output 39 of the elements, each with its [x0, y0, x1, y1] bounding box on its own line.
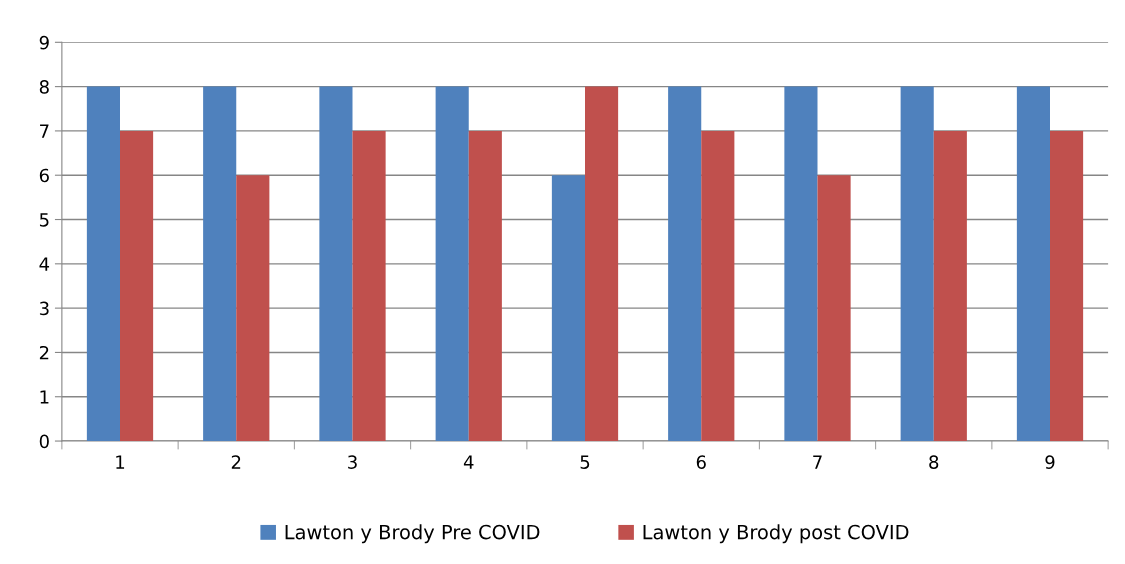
bar: [701, 130, 735, 442]
bar: [668, 86, 702, 442]
y-tick-label: 2: [39, 345, 49, 360]
bar: [551, 175, 585, 442]
x-tick-label: 8: [929, 455, 939, 469]
bar: [933, 130, 967, 442]
bar: [352, 130, 386, 442]
bar: [784, 86, 818, 442]
bar: [900, 86, 934, 442]
y-tick-label: 7: [40, 124, 49, 138]
y-tick-label: 3: [39, 301, 49, 316]
x-tick-label: 5: [580, 455, 590, 469]
x-tick-label: 2: [231, 455, 241, 469]
x-tick-label: 6: [696, 455, 706, 469]
y-tick-label: 4: [39, 257, 50, 271]
bar: [1016, 86, 1050, 442]
bar: [1050, 130, 1084, 442]
bar: [468, 130, 502, 442]
x-tick-label: 3: [348, 455, 357, 469]
y-tick-label: 8: [39, 80, 49, 94]
bar: [585, 86, 619, 442]
y-tick-label: 9: [39, 35, 49, 50]
y-tick-label: 1: [40, 390, 49, 404]
bar: [86, 86, 120, 442]
bar: [236, 175, 270, 442]
x-tick-label: 1: [116, 455, 125, 469]
bar: [120, 130, 154, 442]
bar: [203, 86, 237, 442]
bar: [319, 86, 353, 442]
y-tick-label: 6: [39, 168, 49, 183]
x-tick-label: 4: [463, 455, 474, 469]
y-tick-label: 0: [39, 434, 49, 449]
bar: [817, 175, 851, 442]
legend-label: Lawton y Brody post COVID: [643, 524, 909, 544]
x-tick-label: 9: [1045, 455, 1055, 469]
bar: [435, 86, 469, 442]
x-tick-label: 7: [813, 455, 822, 469]
y-tick-label: 5: [39, 213, 49, 227]
legend-label: Lawton y Brody Pre COVID: [285, 524, 540, 544]
